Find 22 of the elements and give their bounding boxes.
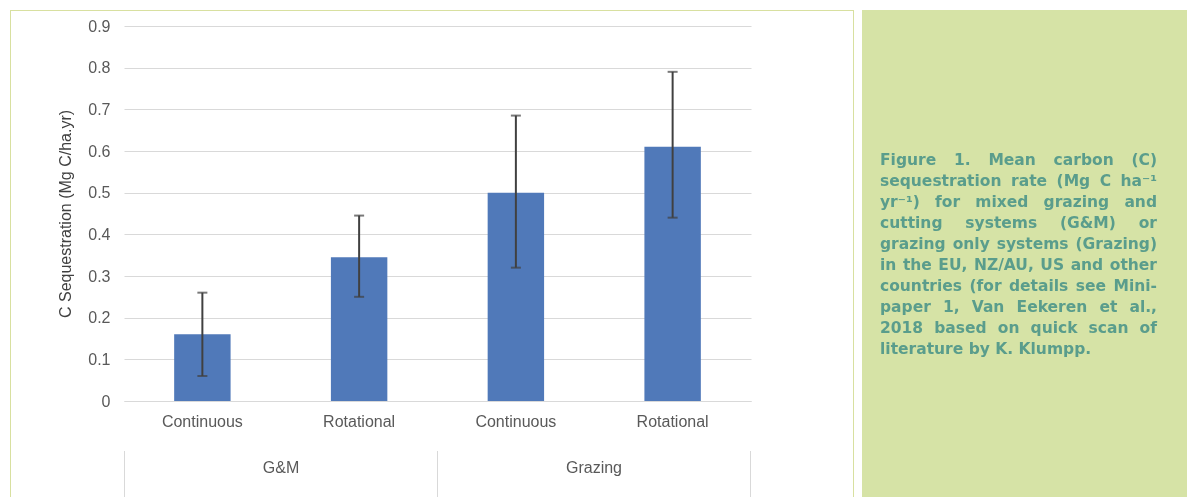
text: Grazing xyxy=(437,451,751,497)
bar xyxy=(174,334,231,401)
y-tick-label: 0.2 xyxy=(88,309,111,327)
text: Figure 1. Mean carbon (C) sequestration rate (Mg C ha⁻¹ yr⁻¹) for mixed grazing and cutting systems (G&M) or grazing only systems (Grazing) in the EU, NZ/AU, US and other countries (for details see Mini-paper 1, Van Eekeren et al., 2018 based on quick scan of literature by K. Klumpp. xyxy=(880,151,1157,358)
y-tick-label: 0.6 xyxy=(88,142,111,160)
y-tick-label: 0.5 xyxy=(88,184,111,202)
x-tick-label: Rotational xyxy=(323,412,396,430)
y-tick-label: 0.8 xyxy=(88,59,111,77)
y-tick-label: 0.1 xyxy=(88,350,111,368)
bar xyxy=(487,192,545,401)
text: G&M xyxy=(124,451,437,497)
y-tick-label: 0.7 xyxy=(88,100,111,118)
bar xyxy=(644,146,701,401)
x-tick-label: Continuous xyxy=(475,412,557,430)
x-tick-label: Continuous xyxy=(161,412,243,430)
y-tick-label: 0.9 xyxy=(88,17,111,35)
y-tick-label: 0 xyxy=(101,392,111,410)
x-tick-label: Rotational xyxy=(636,412,709,430)
y-tick-label: 0.3 xyxy=(88,267,111,285)
y-tick-label: 0.4 xyxy=(88,225,111,243)
y-axis-title: C Sequestration (Mg C/ha.yr) xyxy=(57,109,75,319)
bar xyxy=(330,257,388,401)
